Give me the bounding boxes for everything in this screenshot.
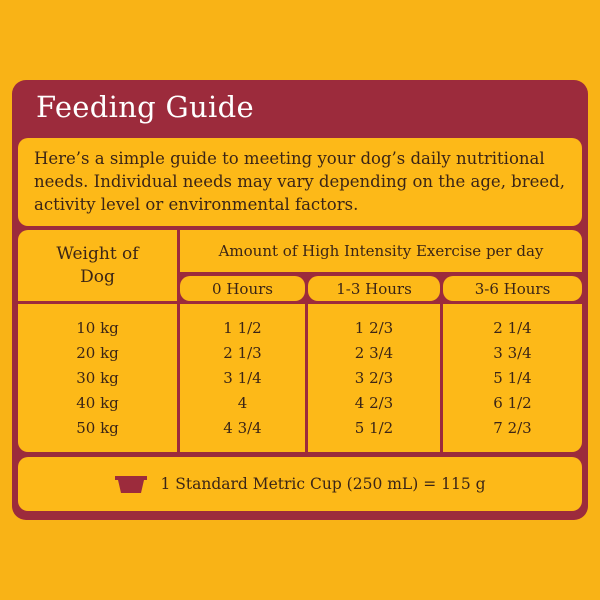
- amount: 1 2/3: [354, 318, 394, 337]
- amount: 2 1/3: [223, 343, 262, 362]
- amount: 4: [237, 393, 248, 412]
- column-body: 1 1/2 2 1/3 3 1/4 4 4 3/4: [180, 304, 305, 452]
- amount: 5 1/2: [354, 418, 394, 437]
- amount: 4 3/4: [223, 418, 262, 437]
- amount: 5 1/4: [493, 368, 532, 387]
- corner-text: Weight of Dog: [56, 243, 139, 287]
- footer: 1 Standard Metric Cup (250 mL) = 115 g: [18, 457, 582, 511]
- column-header: 3-6 Hours: [443, 276, 582, 301]
- column-header: 0 Hours: [180, 276, 305, 301]
- weight: 40 kg: [76, 393, 119, 412]
- amount: 3 1/4: [223, 368, 262, 387]
- column-body: 2 1/4 3 3/4 5 1/4 6 1/2 7 2/3: [443, 304, 582, 452]
- group-header: Amount of High Intensity Exercise per da…: [180, 230, 582, 272]
- weight: 20 kg: [76, 343, 119, 362]
- column-header: 1-3 Hours: [308, 276, 440, 301]
- amount: 3 2/3: [354, 368, 394, 387]
- column-body: 10 kg 20 kg 30 kg 40 kg 50 kg: [18, 304, 177, 452]
- cup-icon: [115, 476, 148, 493]
- corner-header: Weight of Dog: [18, 230, 177, 301]
- title: Feeding Guide: [36, 90, 254, 124]
- intro: Here’s a simple guide to meeting your do…: [18, 138, 582, 226]
- amount: 3 3/4: [493, 343, 532, 362]
- footer-note: 1 Standard Metric Cup (250 mL) = 115 g: [160, 475, 486, 493]
- amount: 2 1/4: [493, 318, 532, 337]
- amount: 6 1/2: [493, 393, 532, 412]
- weight: 30 kg: [76, 368, 119, 387]
- amount: 7 2/3: [493, 418, 532, 437]
- column-body: 1 2/3 2 3/4 3 2/3 4 2/3 5 1/2: [308, 304, 440, 452]
- amount: 4 2/3: [354, 393, 394, 412]
- amount: 1 1/2: [223, 318, 262, 337]
- weight: 10 kg: [76, 318, 119, 337]
- amount: 2 3/4: [354, 343, 394, 362]
- weight: 50 kg: [76, 418, 119, 437]
